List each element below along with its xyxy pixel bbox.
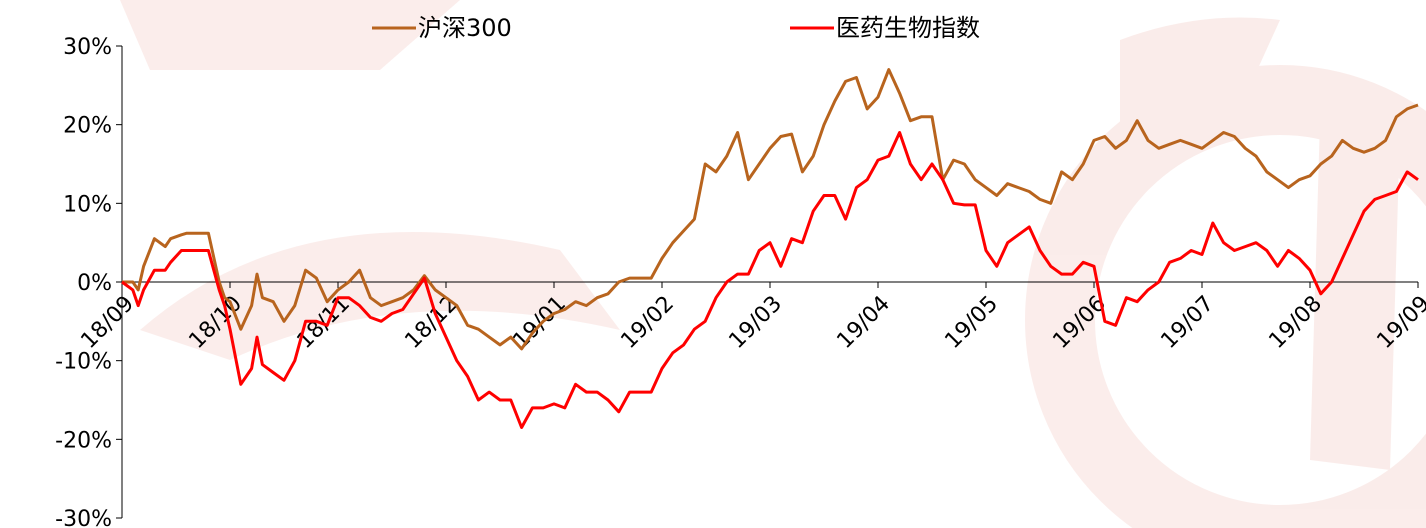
x-tick-label: 19/05 (940, 291, 1003, 354)
legend: 沪深300 医药生物指数 (372, 14, 980, 42)
y-tick-label: -30% (55, 507, 112, 528)
series-lines (121, 68, 1419, 429)
watermark-swoosh (140, 232, 620, 360)
x-tick-label: 19/03 (724, 291, 787, 354)
legend-label-hs300: 沪深300 (418, 14, 512, 42)
watermark-logo (120, 0, 1426, 528)
y-tick-label: -10% (55, 350, 112, 375)
watermark-glyph (1310, 120, 1400, 470)
y-tick-label: -20% (55, 428, 112, 453)
y-tick-label: 10% (63, 192, 112, 217)
legend-label-pharma: 医药生物指数 (836, 14, 980, 42)
watermark-block (1120, 17, 1280, 140)
series-line-pharma (121, 131, 1419, 429)
y-axis-ticks: 30% 20% 10% 0% -10% -20% -30% (55, 35, 122, 528)
y-tick-label: 0% (77, 271, 112, 296)
series-line-hs300 (122, 68, 1419, 351)
y-tick-label: 30% (63, 35, 112, 60)
y-tick-label: 20% (63, 114, 112, 139)
x-tick-label: 19/02 (616, 291, 679, 354)
x-tick-label: 19/07 (1156, 291, 1219, 354)
watermark-ring (1025, 65, 1426, 528)
x-tick-label: 19/04 (832, 291, 895, 354)
watermark-arc-top (120, 0, 460, 70)
x-tick-label: 18/09 (76, 291, 139, 354)
